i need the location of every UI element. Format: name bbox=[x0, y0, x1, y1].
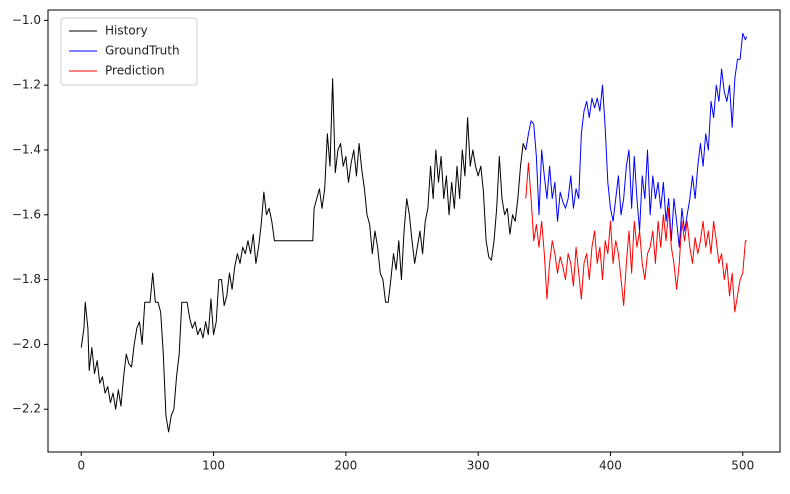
x-tick-label: 400 bbox=[599, 459, 622, 473]
y-tick-label: −2.0 bbox=[12, 337, 41, 351]
legend-box bbox=[60, 17, 198, 86]
legend-label: GroundTruth bbox=[105, 44, 180, 58]
y-tick-label: −1.0 bbox=[12, 13, 41, 27]
x-tick-label: 200 bbox=[334, 459, 357, 473]
y-tick-label: −1.2 bbox=[12, 78, 41, 92]
series-line bbox=[525, 162, 747, 313]
y-tick-label: −1.8 bbox=[12, 272, 41, 286]
y-tick-label: −1.4 bbox=[12, 142, 41, 156]
y-tick-label: −2.2 bbox=[12, 402, 41, 416]
x-tick-label: 300 bbox=[467, 459, 490, 473]
x-tick-label: 500 bbox=[731, 459, 754, 473]
legend-label: Prediction bbox=[105, 64, 165, 78]
x-tick-label: 0 bbox=[77, 459, 85, 473]
legend-label: History bbox=[105, 24, 148, 38]
y-tick-label: −1.6 bbox=[12, 207, 41, 221]
series-line bbox=[525, 32, 748, 248]
series-line bbox=[80, 78, 527, 433]
plot-frame bbox=[47, 9, 781, 453]
x-tick-label: 100 bbox=[202, 459, 225, 473]
